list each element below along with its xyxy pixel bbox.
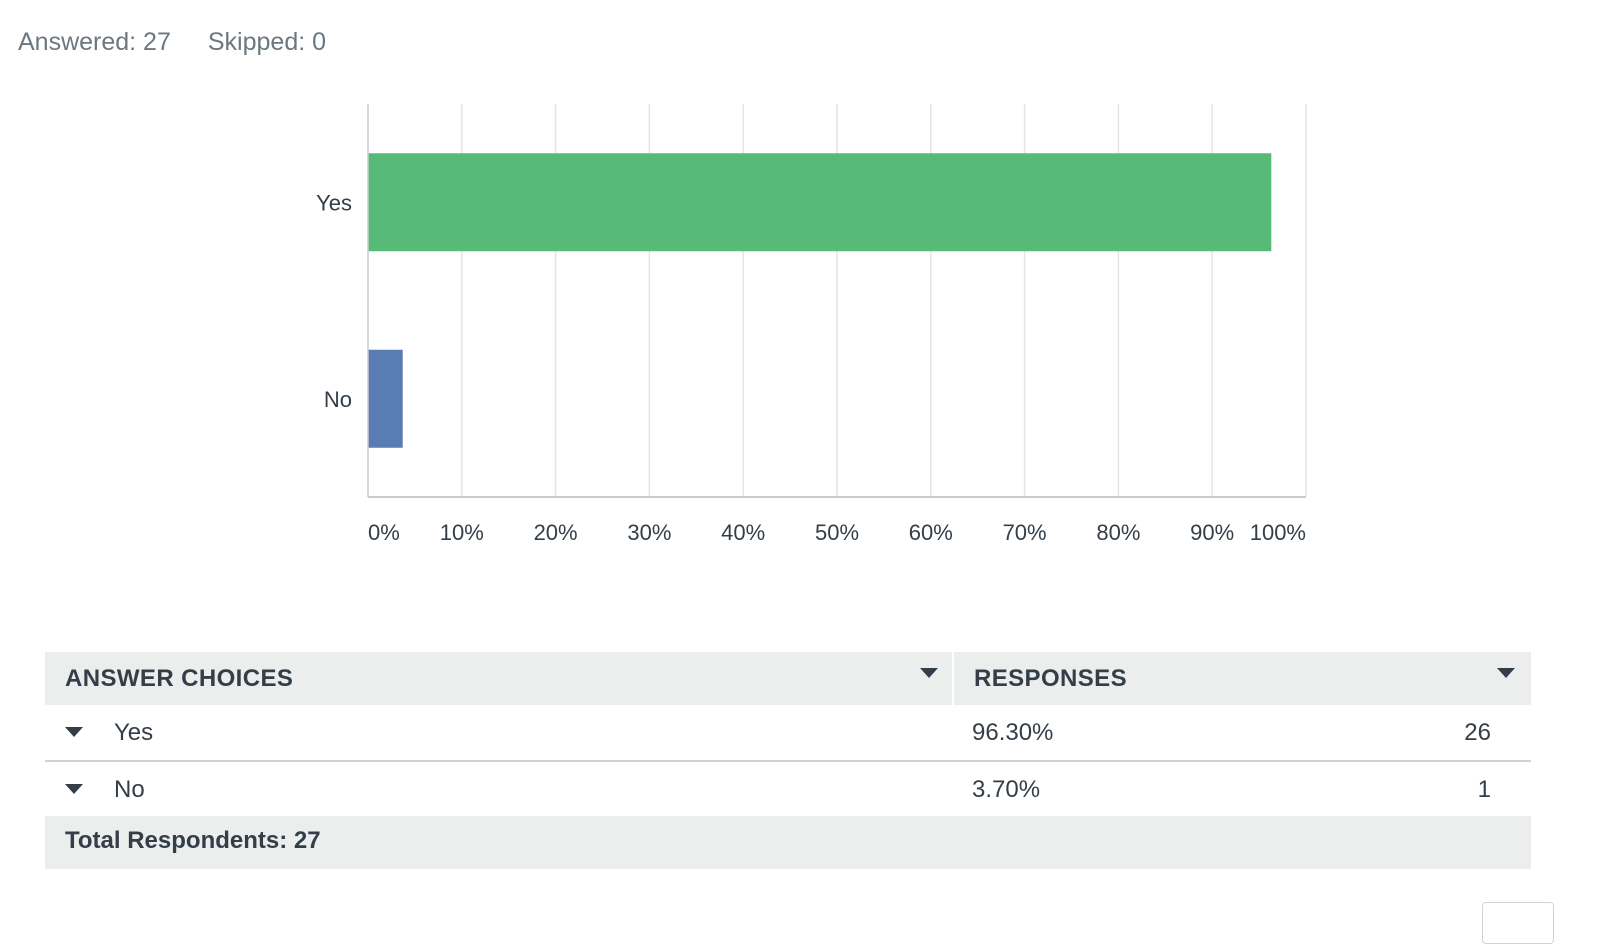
bar-chart: Yes No 0% 10% 20% 30% 40% 50% 60% 70% 80% 90% 100% <box>316 104 1307 545</box>
table-row: Yes 96.30% 26 <box>45 705 1531 762</box>
response-percent: 3.70% <box>972 776 1041 803</box>
answer-choices-header-label: ANSWER CHOICES <box>65 665 294 692</box>
expand-row-chevron-down-icon[interactable] <box>65 726 83 740</box>
x-tick-label: 30% <box>627 520 671 545</box>
skipped-count: Skipped: 0 <box>207 28 327 56</box>
sort-answer-choices-icon[interactable] <box>920 668 938 682</box>
bar-yes[interactable] <box>368 153 1272 252</box>
answer-choice-label: Yes <box>114 719 154 746</box>
chart-bars <box>368 153 1272 448</box>
response-summary: Answered: 27 Skipped: 0 <box>18 28 326 57</box>
response-count: 1 <box>1477 776 1491 803</box>
answer-choices-header: ANSWER CHOICES <box>45 652 954 705</box>
x-tick-label: 10% <box>440 520 484 545</box>
total-respondents: Total Respondents: 27 <box>65 827 321 854</box>
x-tick-label: 20% <box>534 520 578 545</box>
x-tick-label: 100% <box>1250 520 1306 545</box>
results-table: ANSWER CHOICES RESPONSES Yes 96.30% 26 <box>45 652 1531 869</box>
corner-widget[interactable] <box>1482 902 1554 944</box>
responses-header: RESPONSES <box>954 652 1531 705</box>
x-tick-label: 90% <box>1190 520 1234 545</box>
expand-row-chevron-down-icon[interactable] <box>65 783 83 797</box>
answer-choice-label: No <box>114 776 145 803</box>
x-tick-label: 60% <box>909 520 953 545</box>
table-header-row: ANSWER CHOICES RESPONSES <box>45 652 1531 705</box>
table-row: No 3.70% 1 <box>45 762 1531 816</box>
bar-no[interactable] <box>368 349 403 448</box>
response-percent: 96.30% <box>972 719 1054 746</box>
category-label: Yes <box>316 190 352 215</box>
x-tick-label: 80% <box>1096 520 1140 545</box>
x-tick-label: 0% <box>368 520 400 545</box>
responses-header-label: RESPONSES <box>974 665 1127 692</box>
category-label: No <box>324 387 352 412</box>
x-tick-label: 50% <box>815 520 859 545</box>
answered-count: Answered: 27 <box>18 28 171 56</box>
response-count: 26 <box>1464 719 1491 746</box>
x-tick-label: 40% <box>721 520 765 545</box>
sort-responses-icon[interactable] <box>1497 668 1515 682</box>
x-tick-label: 70% <box>1003 520 1047 545</box>
chart-category-labels: Yes No <box>316 190 352 412</box>
chart-tick-labels: 0% 10% 20% 30% 40% 50% 60% 70% 80% 90% 100% <box>368 520 1306 545</box>
total-respondents-row: Total Respondents: 27 <box>45 816 1531 869</box>
